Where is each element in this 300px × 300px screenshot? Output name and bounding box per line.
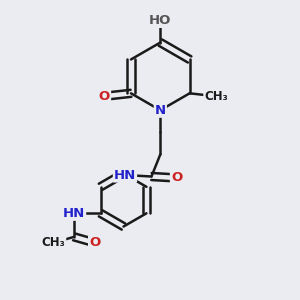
Text: O: O bbox=[171, 172, 182, 184]
Text: HO: HO bbox=[149, 14, 172, 27]
Text: O: O bbox=[99, 90, 110, 103]
Text: HN: HN bbox=[114, 169, 136, 182]
Text: CH₃: CH₃ bbox=[204, 90, 228, 103]
Text: HN: HN bbox=[63, 207, 85, 220]
Text: N: N bbox=[155, 104, 166, 117]
Text: CH₃: CH₃ bbox=[42, 236, 65, 249]
Text: O: O bbox=[89, 236, 100, 249]
